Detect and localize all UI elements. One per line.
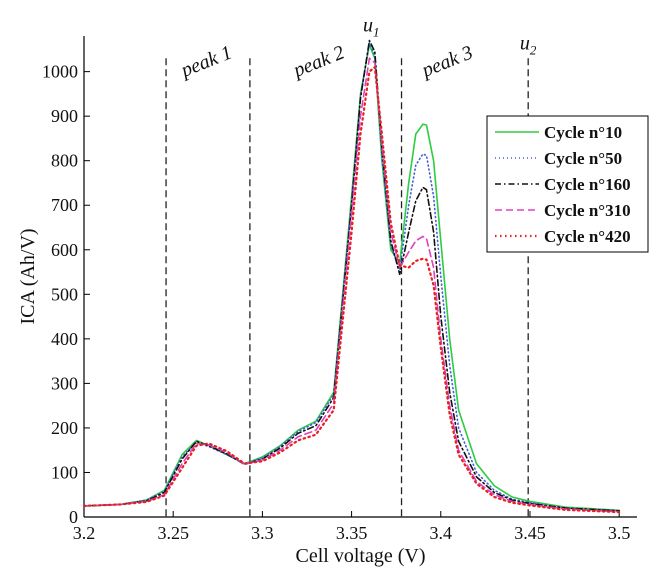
x-axis-title: Cell voltage (V) bbox=[296, 545, 426, 567]
legend-label-5: Cycle n°420 bbox=[544, 227, 631, 246]
legend-label-2: Cycle n°50 bbox=[544, 149, 622, 168]
y-tick-label: 1000 bbox=[42, 62, 78, 82]
series-line-5 bbox=[82, 66, 621, 514]
y-tick-label: 200 bbox=[51, 418, 78, 438]
x-tick-label: 3.5 bbox=[608, 523, 631, 543]
x-tick-label: 3.45 bbox=[514, 523, 546, 543]
y-tick-label: 300 bbox=[51, 373, 78, 393]
annotation-label-1: peak 1 bbox=[176, 42, 235, 83]
y-tick-label: 100 bbox=[51, 462, 78, 482]
annotation-subscript: 2 bbox=[530, 42, 537, 57]
legend-label-3: Cycle n°160 bbox=[544, 175, 631, 194]
legend-label-1: Cycle n°10 bbox=[544, 123, 622, 142]
x-tick-label: 3.35 bbox=[336, 523, 368, 543]
annotation-label-3: peak 3 bbox=[417, 42, 476, 83]
y-tick-label: 700 bbox=[51, 195, 78, 215]
y-axis-title: ICA (Ah/V) bbox=[17, 228, 39, 324]
x-tick-label: 3.2 bbox=[73, 523, 96, 543]
series-line-2 bbox=[83, 41, 621, 512]
annotation-subscript: 1 bbox=[373, 25, 380, 40]
y-tick-label: 0 bbox=[69, 507, 78, 527]
y-tick-label: 400 bbox=[51, 329, 78, 349]
annotation-label-2: peak 2 bbox=[289, 42, 348, 83]
y-tick-label: 600 bbox=[51, 240, 78, 260]
annotation-label-4: u1 bbox=[363, 15, 380, 40]
y-tick-label: 800 bbox=[51, 151, 78, 171]
x-tick-label: 3.25 bbox=[157, 523, 189, 543]
x-tick-label: 3.3 bbox=[251, 523, 274, 543]
annotation-label-5: u2 bbox=[520, 32, 537, 57]
y-tick-label: 900 bbox=[51, 106, 78, 126]
series-line-1 bbox=[83, 44, 621, 512]
x-tick-label: 3.4 bbox=[430, 523, 453, 543]
legend-label-4: Cycle n°310 bbox=[544, 201, 631, 220]
series-line-3 bbox=[83, 39, 621, 512]
y-tick-label: 500 bbox=[51, 284, 78, 304]
